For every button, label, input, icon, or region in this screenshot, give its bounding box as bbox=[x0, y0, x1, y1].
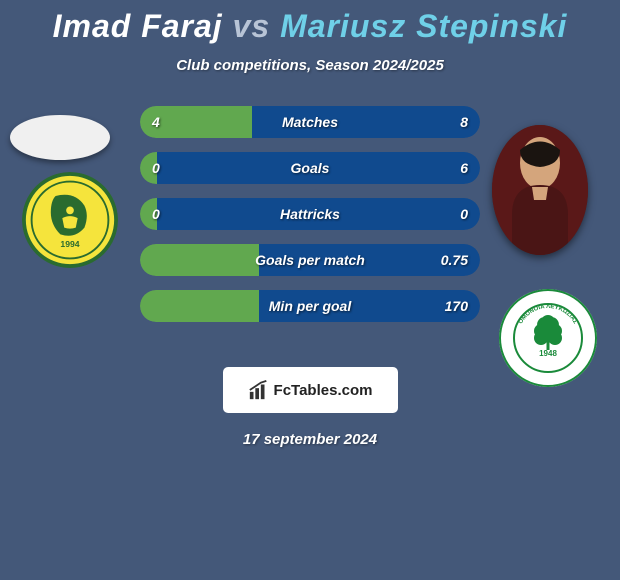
stat-value-left: 4 bbox=[152, 114, 160, 130]
stat-bar-left bbox=[140, 244, 259, 276]
player1-name: Imad Faraj bbox=[53, 8, 223, 44]
stat-row: 4 8 Matches bbox=[140, 106, 480, 138]
stat-row: 0 6 Goals bbox=[140, 152, 480, 184]
stat-value-right: 6 bbox=[460, 160, 468, 176]
stat-value-right: 0 bbox=[460, 206, 468, 222]
stat-label: Matches bbox=[282, 114, 338, 130]
stat-value-right: 0.75 bbox=[441, 252, 468, 268]
stat-row: 0 0 Hattricks bbox=[140, 198, 480, 230]
stat-value-right: 8 bbox=[460, 114, 468, 130]
stat-label: Min per goal bbox=[269, 298, 351, 314]
player2-name: Mariusz Stepinski bbox=[280, 8, 567, 44]
stat-label: Goals per match bbox=[255, 252, 365, 268]
player1-avatar-placeholder bbox=[10, 115, 110, 160]
player2-club-badge: 1948 ΟΜΟΝΟΙΑ ΛΕΥΚΩΣΙΑΣ bbox=[498, 288, 598, 388]
stat-label: Goals bbox=[291, 160, 330, 176]
stat-bar-left bbox=[140, 290, 259, 322]
date-text: 17 september 2024 bbox=[0, 431, 620, 448]
stat-row: 170 Min per goal bbox=[140, 290, 480, 322]
stat-value-left: 0 bbox=[152, 206, 160, 222]
comparison-card: Imad Faraj vs Mariusz Stepinski Club com… bbox=[0, 0, 620, 580]
brand-chart-icon bbox=[248, 379, 270, 401]
svg-text:1994: 1994 bbox=[60, 239, 79, 249]
brand-text: FcTables.com bbox=[274, 382, 373, 399]
player-photo-icon bbox=[492, 125, 588, 255]
aek-badge-icon: 1994 bbox=[22, 172, 118, 268]
stat-row: 0.75 Goals per match bbox=[140, 244, 480, 276]
brand-box: FcTables.com bbox=[223, 367, 398, 413]
page-title: Imad Faraj vs Mariusz Stepinski bbox=[0, 0, 620, 45]
omonia-badge-icon: 1948 ΟΜΟΝΟΙΑ ΛΕΥΚΩΣΙΑΣ bbox=[498, 288, 598, 388]
svg-text:1948: 1948 bbox=[539, 349, 557, 358]
player2-avatar bbox=[492, 125, 588, 255]
stat-label: Hattricks bbox=[280, 206, 340, 222]
player1-club-badge: 1994 bbox=[22, 172, 118, 268]
subtitle: Club competitions, Season 2024/2025 bbox=[0, 57, 620, 74]
stat-value-left: 0 bbox=[152, 160, 160, 176]
vs-text: vs bbox=[233, 8, 271, 44]
stat-value-right: 170 bbox=[445, 298, 468, 314]
